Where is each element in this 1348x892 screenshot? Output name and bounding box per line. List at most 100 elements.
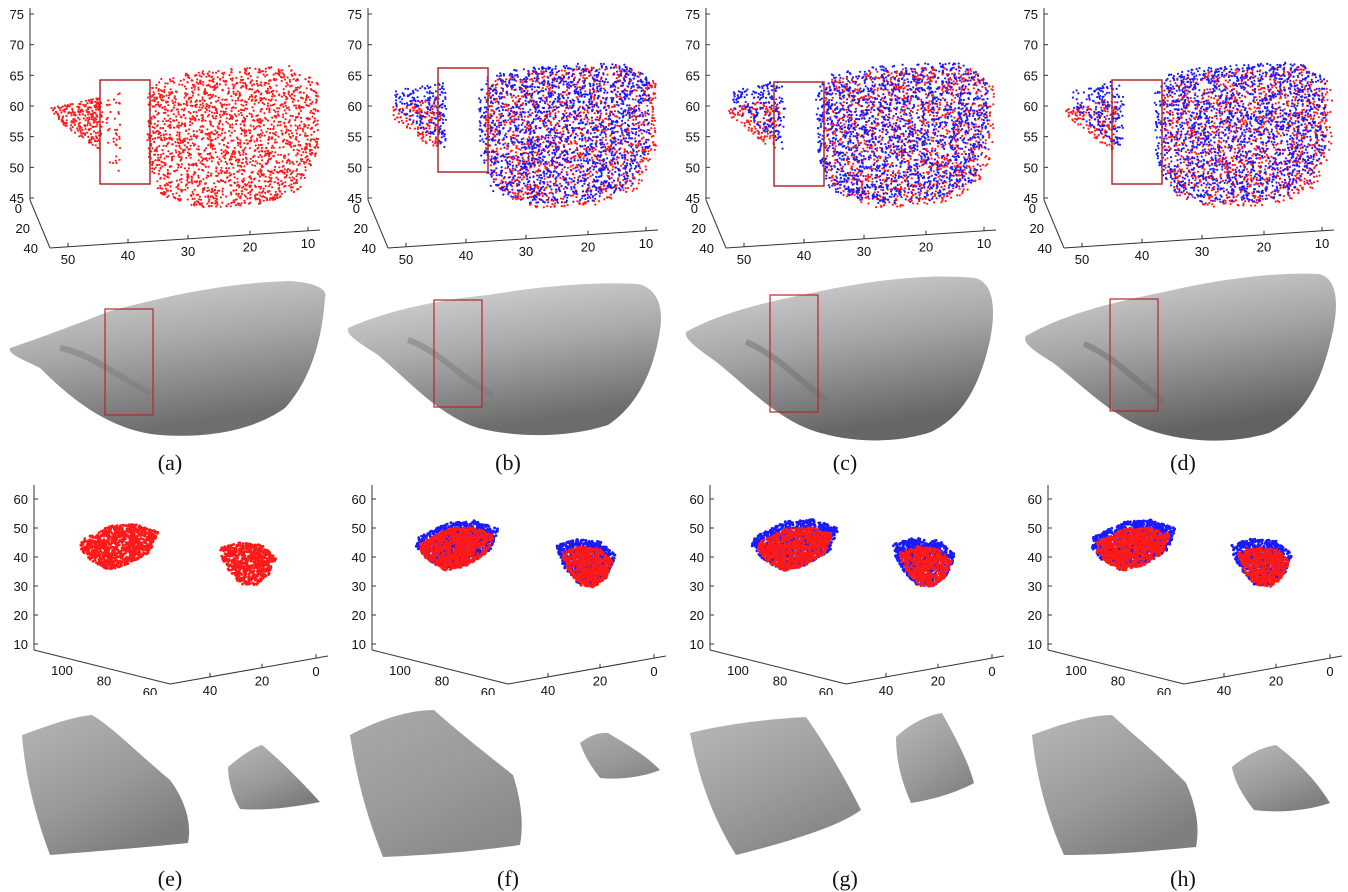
red-point (260, 155, 263, 158)
blue-point (582, 159, 586, 162)
red-point (578, 105, 581, 108)
red-point (566, 203, 569, 206)
red-point (167, 96, 170, 99)
red-point (190, 180, 194, 183)
red-point (260, 146, 264, 150)
red-point (94, 135, 98, 138)
red-point (572, 173, 575, 176)
blue-point (624, 140, 627, 143)
red-point (248, 131, 251, 135)
red-point (511, 169, 514, 172)
red-point (68, 111, 71, 114)
red-point (297, 140, 300, 143)
red-point (165, 182, 168, 185)
red-point (515, 146, 518, 149)
red-point (153, 168, 156, 171)
blue-point (587, 71, 591, 74)
red-point (169, 126, 172, 129)
red-point (577, 154, 581, 158)
red-point (316, 110, 319, 113)
red-point (239, 123, 242, 126)
blue-point (562, 80, 565, 83)
red-point (515, 166, 518, 169)
red-point (242, 81, 245, 85)
red-point (513, 119, 516, 122)
blue-point (564, 158, 567, 161)
red-point (555, 73, 558, 76)
red-point (602, 183, 605, 186)
red-point (231, 79, 234, 82)
red-point (234, 99, 237, 102)
red-point (76, 129, 79, 132)
red-point (242, 116, 245, 119)
red-point (197, 168, 200, 171)
red-point (503, 105, 506, 109)
blue-point (588, 122, 591, 125)
red-point (538, 164, 541, 167)
red-point (178, 124, 181, 127)
red-point (94, 140, 97, 143)
red-point (92, 121, 95, 124)
red-point (521, 187, 524, 190)
red-point (69, 124, 73, 127)
blue-point (482, 140, 485, 143)
red-point (159, 153, 162, 156)
blue-point (631, 122, 634, 125)
red-point (53, 112, 56, 115)
red-point (218, 83, 221, 86)
blue-point (625, 68, 628, 71)
blue-point (480, 128, 483, 131)
red-point (637, 71, 640, 74)
red-point (571, 194, 574, 197)
red-point (214, 95, 217, 98)
blue-point (648, 129, 651, 132)
blue-point (529, 130, 532, 133)
red-point (630, 143, 633, 146)
red-point (63, 110, 66, 113)
red-point (308, 159, 311, 163)
red-point (216, 130, 219, 134)
red-point (118, 137, 121, 140)
blue-point (553, 134, 556, 137)
blue-point (591, 185, 594, 188)
red-point (288, 78, 291, 81)
red-point (297, 99, 300, 102)
blue-point (595, 145, 598, 148)
red-point (225, 113, 228, 116)
blue-point (622, 167, 625, 170)
red-point (569, 194, 572, 197)
blue-point (555, 106, 558, 109)
blue-point (577, 122, 580, 125)
blue-point (635, 104, 638, 108)
blue-point (600, 66, 603, 69)
red-point (527, 143, 531, 146)
red-point (220, 171, 223, 174)
red-point (314, 90, 317, 93)
red-point (544, 187, 547, 190)
red-point (541, 86, 544, 90)
red-point (289, 186, 293, 189)
red-point (548, 192, 551, 195)
blue-point (580, 119, 583, 122)
red-point (206, 132, 209, 136)
red-point (59, 106, 63, 109)
red-point (81, 113, 85, 116)
red-point (208, 109, 211, 112)
red-point (287, 90, 290, 93)
red-point (533, 151, 537, 154)
red-point (489, 113, 492, 116)
blue-point (532, 129, 535, 132)
red-point (65, 107, 68, 110)
red-point (597, 200, 600, 203)
red-point (235, 158, 238, 161)
red-point (112, 161, 115, 165)
red-point (235, 82, 238, 85)
red-point (201, 114, 204, 117)
red-point (232, 87, 235, 90)
red-point (589, 170, 592, 173)
red-point (223, 157, 227, 160)
red-point (506, 109, 509, 112)
z-tick-label: 65 (10, 68, 24, 83)
red-point (191, 182, 194, 185)
red-point (213, 112, 216, 115)
